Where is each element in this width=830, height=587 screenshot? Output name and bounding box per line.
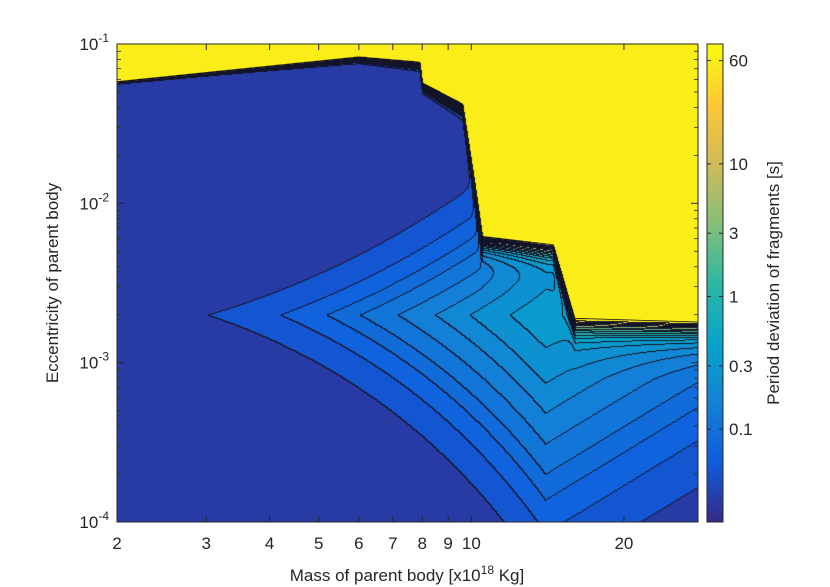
colorbar-tick-label: 60 (729, 52, 748, 71)
x-tick-label: 4 (265, 534, 274, 553)
x-tick-label: 6 (354, 534, 363, 553)
x-axis-label: Mass of parent body [x1018 Kg] (290, 563, 525, 585)
colorbar-tick-label: 1 (729, 288, 738, 307)
saturation-boundary-line (117, 56, 698, 323)
colorbar-ticks: 0.1 0.3 1 3 10 60 (707, 52, 753, 439)
x-tick-label: 10 (462, 534, 481, 553)
y-tick-label: 10-2 (79, 190, 109, 213)
y-tick-label: 10-3 (79, 350, 109, 373)
x-tick-label: 8 (417, 534, 426, 553)
x-tick-label: 5 (314, 534, 323, 553)
y-tick-label: 10-4 (79, 509, 109, 532)
colorbar-tick-label: 0.3 (729, 357, 753, 376)
contour-plot-area (116, 43, 699, 523)
contour-lines (117, 56, 698, 323)
x-axis: 2 3 4 5 6 7 8 9 10 20 (112, 44, 633, 553)
contour-fill-image (117, 44, 698, 522)
x-tick-label: 3 (202, 534, 211, 553)
plot-frame (116, 43, 699, 523)
x-tick-label: 7 (388, 534, 397, 553)
colorbar-tick-label: 10 (729, 155, 748, 174)
colorbar-bar (706, 43, 724, 523)
y-axis-label: Eccentricity of parent body (43, 182, 62, 383)
x-tick-label: 20 (614, 534, 633, 553)
colorbar-label: Period deviation of fragments [s] (764, 161, 783, 405)
colorbar: 0.1 0.3 1 3 10 60 (706, 43, 753, 523)
y-axis: 10-4 10-3 10-2 10-1 (79, 31, 698, 532)
y-tick-label: 10-1 (79, 31, 109, 54)
x-tick-label: 9 (443, 534, 452, 553)
colorbar-tick-label: 3 (729, 224, 738, 243)
colorbar-tick-label: 0.1 (729, 420, 753, 439)
x-tick-label: 2 (112, 534, 121, 553)
